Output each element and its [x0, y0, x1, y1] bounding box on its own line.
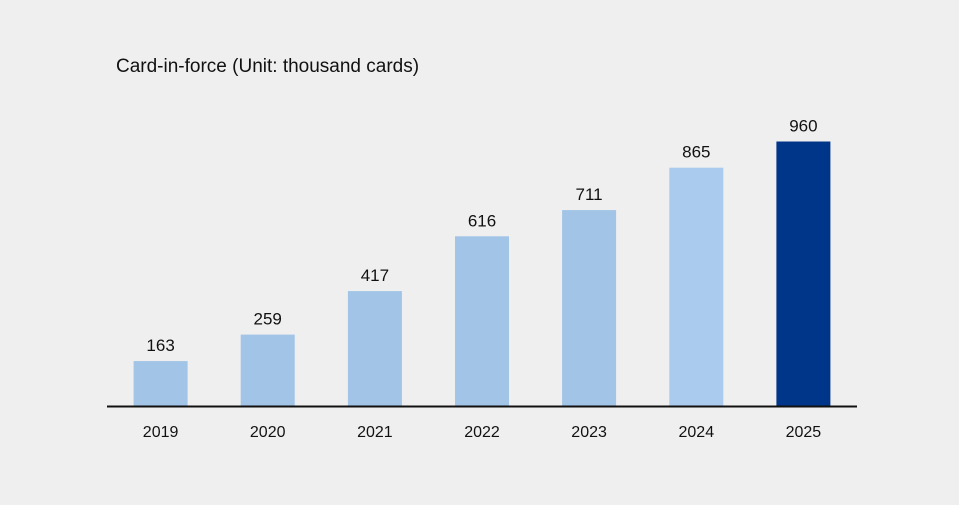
category-label-2020: 2020	[250, 424, 286, 441]
value-label-2019: 163	[146, 336, 174, 355]
bar-2025	[776, 141, 831, 406]
bar-2021	[347, 291, 402, 406]
bar-2022	[455, 236, 509, 406]
bar-2023	[562, 210, 617, 406]
value-labels-layer: 163 259 417 616 711 865 960	[146, 117, 817, 356]
category-label-2019: 2019	[143, 424, 179, 441]
bar-2020	[240, 334, 295, 406]
bar-2019	[133, 361, 188, 406]
category-label-2024: 2024	[679, 424, 715, 441]
bars-layer	[133, 141, 831, 406]
category-label-2023: 2023	[571, 424, 607, 441]
category-label-2021: 2021	[357, 424, 393, 441]
value-label-2020: 259	[254, 310, 282, 329]
value-label-2022: 616	[468, 211, 496, 230]
category-label-2025: 2025	[786, 424, 822, 441]
value-label-2021: 417	[361, 266, 389, 285]
value-label-2025: 960	[789, 117, 817, 136]
value-label-2023: 711	[576, 185, 603, 204]
category-label-2022: 2022	[464, 424, 500, 441]
value-label-2024: 865	[682, 143, 710, 162]
chart-title: Card-in-force (Unit: thousand cards)	[116, 56, 420, 77]
bar-2024	[669, 167, 724, 406]
category-labels-layer: 2019 2020 2021 2022 2023 2024 2025	[143, 424, 821, 441]
